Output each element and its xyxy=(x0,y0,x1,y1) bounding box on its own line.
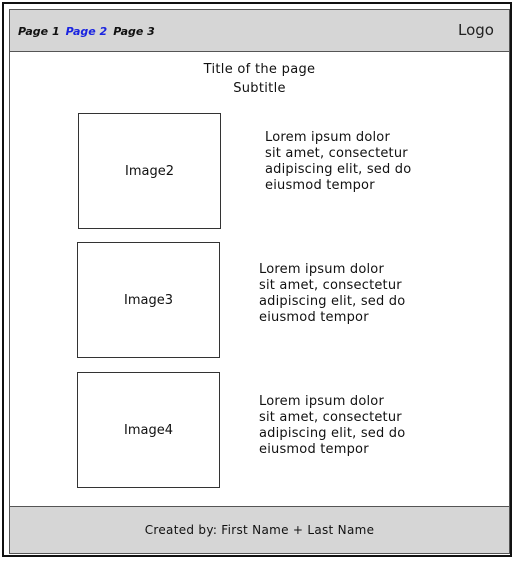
page-title: Title of the page xyxy=(203,62,316,77)
nav-menu: Page 1 Page 2 Page 3 xyxy=(18,25,155,38)
image-label: Image2 xyxy=(125,163,174,179)
logo[interactable]: Logo xyxy=(458,21,494,39)
footer-bar: Created by: First Name + Last Name xyxy=(10,506,509,553)
image-label: Image4 xyxy=(124,422,173,438)
page-container: Page 1 Page 2 Page 3 Logo Title of the p… xyxy=(9,9,510,554)
image-placeholder-3: Image3 xyxy=(77,242,220,358)
image-label: Image3 xyxy=(124,292,173,308)
row-text-1: Lorem ipsum dolor sit amet, consectetur … xyxy=(265,130,412,193)
nav-link-page-3[interactable]: Page 3 xyxy=(113,25,155,38)
row-text-3: Lorem ipsum dolor sit amet, consectetur … xyxy=(259,394,406,457)
row-text-2: Lorem ipsum dolor sit amet, consectetur … xyxy=(259,262,406,325)
page-subtitle: Subtitle xyxy=(233,81,286,96)
image-placeholder-2: Image2 xyxy=(78,113,221,229)
header-bar: Page 1 Page 2 Page 3 Logo xyxy=(10,10,509,52)
image-placeholder-4: Image4 xyxy=(77,372,220,488)
nav-link-page-2[interactable]: Page 2 xyxy=(65,25,108,38)
nav-link-page-1[interactable]: Page 1 xyxy=(18,25,60,38)
footer-credit: Created by: First Name + Last Name xyxy=(144,523,375,537)
